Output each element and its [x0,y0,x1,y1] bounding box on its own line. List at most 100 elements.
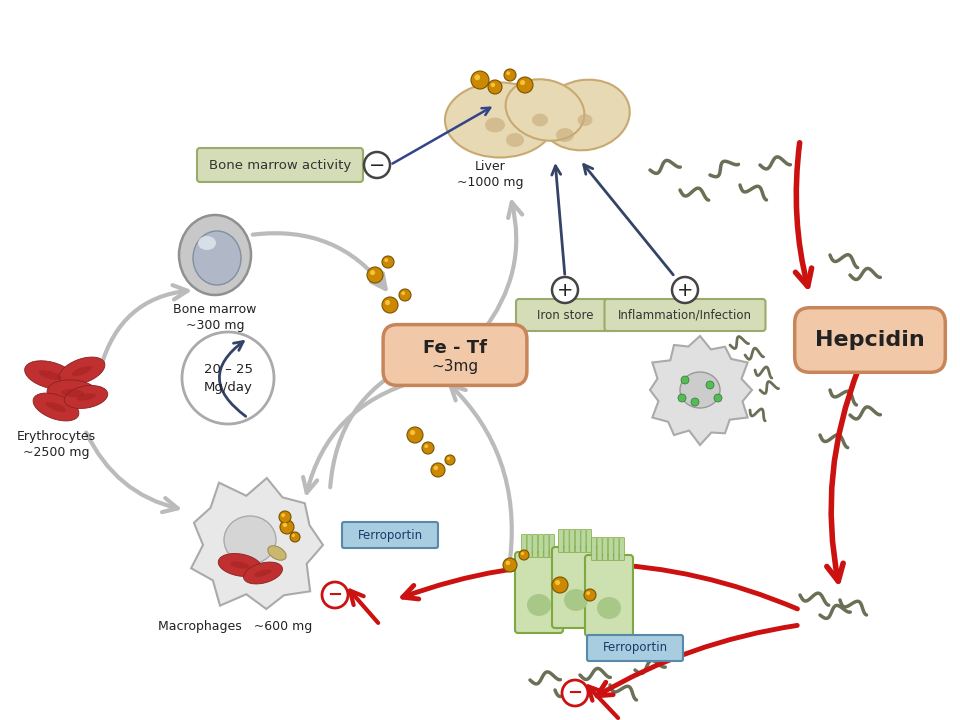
Circle shape [474,74,480,80]
Ellipse shape [60,357,105,385]
Circle shape [562,680,588,706]
Ellipse shape [597,597,621,619]
Circle shape [280,520,294,534]
Text: Macrophages   ~600 mg: Macrophages ~600 mg [157,620,312,633]
FancyBboxPatch shape [795,307,946,372]
Circle shape [504,69,516,81]
Circle shape [281,513,285,517]
Ellipse shape [46,402,66,412]
Ellipse shape [540,80,630,150]
FancyBboxPatch shape [544,534,549,557]
Circle shape [471,71,489,89]
Text: Ferroportin: Ferroportin [357,528,422,541]
Circle shape [519,550,529,560]
Ellipse shape [527,594,551,616]
Circle shape [384,258,388,262]
Text: Bone marrow
~300 mg: Bone marrow ~300 mg [174,303,256,332]
Circle shape [382,297,398,313]
Text: Fe - Tf: Fe - Tf [423,339,487,357]
Ellipse shape [193,231,241,285]
Circle shape [552,277,578,303]
FancyBboxPatch shape [587,635,683,661]
Circle shape [292,534,295,537]
Circle shape [584,589,596,601]
FancyBboxPatch shape [559,529,564,552]
Circle shape [521,552,524,555]
Circle shape [678,394,686,402]
FancyBboxPatch shape [587,529,591,552]
FancyBboxPatch shape [575,529,580,552]
Circle shape [370,270,375,275]
Ellipse shape [506,79,585,141]
Circle shape [401,292,405,295]
Circle shape [520,80,525,85]
FancyBboxPatch shape [342,522,438,548]
Circle shape [431,463,445,477]
FancyBboxPatch shape [585,555,633,636]
Ellipse shape [76,393,96,400]
Circle shape [488,80,502,94]
FancyBboxPatch shape [515,552,563,633]
Circle shape [587,591,590,595]
Text: Inflammation/Infection: Inflammation/Infection [618,308,752,322]
Circle shape [367,267,383,283]
Circle shape [182,332,274,424]
Circle shape [447,457,450,460]
Ellipse shape [445,83,555,158]
Ellipse shape [72,366,92,376]
Text: Ferroportin: Ferroportin [603,642,667,654]
FancyBboxPatch shape [533,534,538,557]
Circle shape [491,83,495,87]
FancyBboxPatch shape [539,534,543,557]
FancyBboxPatch shape [569,529,575,552]
Ellipse shape [564,589,588,611]
Ellipse shape [61,389,84,397]
Ellipse shape [680,372,720,408]
Circle shape [517,77,533,93]
Circle shape [399,289,411,301]
Ellipse shape [485,117,505,132]
FancyBboxPatch shape [552,547,600,628]
Text: Erythrocytes
~2500 mg: Erythrocytes ~2500 mg [16,430,96,459]
Circle shape [407,427,423,443]
Ellipse shape [25,361,75,390]
Polygon shape [650,336,752,445]
Circle shape [706,381,714,389]
Text: −: − [567,684,583,702]
Circle shape [714,394,722,402]
Text: Hepcidin: Hepcidin [815,330,924,350]
FancyBboxPatch shape [521,534,526,557]
FancyBboxPatch shape [516,299,614,331]
Ellipse shape [33,393,79,421]
Ellipse shape [506,133,524,147]
Ellipse shape [224,516,276,564]
Ellipse shape [532,114,548,127]
Circle shape [322,582,348,608]
FancyBboxPatch shape [581,529,586,552]
Ellipse shape [38,370,61,380]
Text: Iron store: Iron store [537,308,593,322]
Circle shape [691,398,699,406]
Circle shape [422,442,434,454]
FancyBboxPatch shape [609,538,613,560]
Text: Bone marrow activity: Bone marrow activity [209,158,351,171]
Ellipse shape [244,562,282,584]
Ellipse shape [268,546,286,560]
FancyBboxPatch shape [549,534,555,557]
FancyBboxPatch shape [605,299,765,331]
FancyBboxPatch shape [197,148,363,182]
Circle shape [290,532,300,542]
Text: 20 – 25
Mg/day: 20 – 25 Mg/day [204,362,252,394]
Circle shape [385,300,390,305]
Ellipse shape [230,562,250,569]
Circle shape [410,430,415,435]
FancyBboxPatch shape [603,538,608,560]
Circle shape [672,277,698,303]
FancyBboxPatch shape [591,538,596,560]
Circle shape [506,561,510,565]
Ellipse shape [64,385,108,408]
Circle shape [503,558,517,572]
Text: −: − [369,156,385,174]
Circle shape [681,376,689,384]
Circle shape [445,455,455,465]
